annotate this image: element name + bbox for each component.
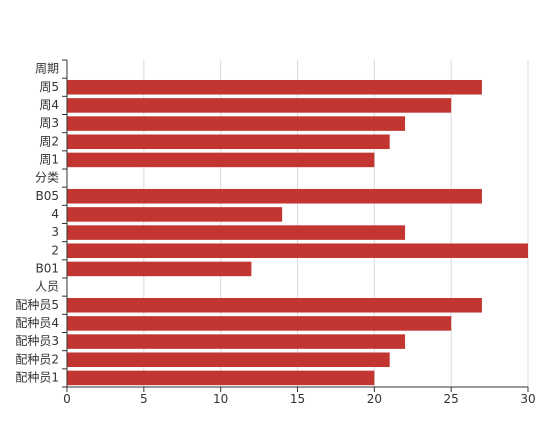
- y-tick-label: 周4: [39, 98, 59, 112]
- bar: [67, 243, 528, 259]
- x-tick-label: 25: [444, 392, 459, 406]
- bar: [67, 352, 390, 368]
- y-tick-label: 分类: [35, 171, 59, 185]
- y-tick-label: B01: [35, 261, 59, 275]
- x-tick-label: 30: [520, 392, 535, 406]
- y-tick-label: 配种员4: [15, 316, 59, 330]
- bar: [67, 225, 406, 240]
- bar: [67, 261, 252, 277]
- bar: [67, 334, 406, 349]
- y-tick-label: 3: [51, 225, 59, 239]
- y-tick-label: 周1: [39, 152, 59, 166]
- grid-lines: [143, 60, 529, 387]
- y-tick-label: 配种员3: [15, 334, 59, 348]
- y-tick-label: 周期: [35, 62, 59, 76]
- x-tick-label: 0: [63, 392, 71, 406]
- y-tick-label: 人员: [35, 280, 59, 294]
- x-tick-label: 20: [367, 392, 382, 406]
- y-tick-label: B05: [35, 189, 59, 203]
- y-tick-label: 4: [51, 207, 59, 221]
- bars: [67, 79, 528, 386]
- bar: [67, 207, 283, 222]
- y-tick-label: 周5: [39, 80, 59, 94]
- bar: [67, 134, 390, 150]
- bar: [67, 188, 482, 204]
- bar: [67, 116, 406, 131]
- y-tick-label: 配种员2: [15, 352, 59, 366]
- bar: [67, 98, 452, 113]
- bar: [67, 316, 452, 331]
- bar: [67, 370, 375, 386]
- x-tick-label: 15: [290, 392, 305, 406]
- y-tick-label: 2: [51, 243, 59, 257]
- x-tick-label: 10: [213, 392, 228, 406]
- bar: [67, 297, 482, 313]
- axes: [62, 59, 529, 392]
- y-tick-label: 周3: [39, 116, 59, 130]
- bar: [67, 79, 482, 95]
- y-tick-label: 配种员5: [15, 298, 59, 312]
- x-tick-label: 5: [140, 392, 148, 406]
- y-tick-label: 配种员1: [15, 370, 59, 384]
- y-tick-label: 周2: [39, 134, 59, 148]
- bar: [67, 152, 375, 168]
